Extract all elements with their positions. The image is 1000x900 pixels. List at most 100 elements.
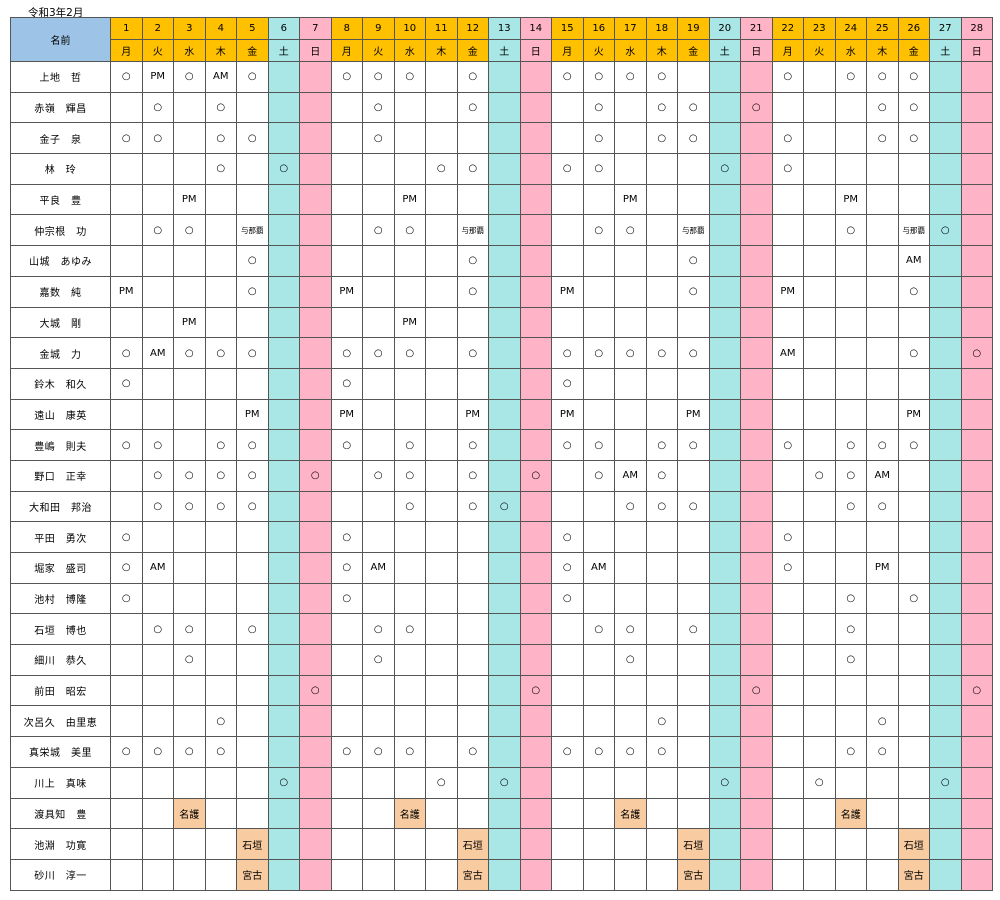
schedule-cell[interactable]: ○: [456, 429, 489, 461]
schedule-cell[interactable]: AM: [771, 337, 804, 369]
schedule-cell[interactable]: [929, 306, 962, 339]
schedule-cell[interactable]: ○: [866, 61, 899, 93]
schedule-cell[interactable]: [299, 214, 332, 247]
schedule-cell[interactable]: ○: [362, 613, 395, 646]
schedule-cell[interactable]: PM: [551, 398, 584, 431]
schedule-cell[interactable]: [110, 797, 143, 830]
schedule-cell[interactable]: [803, 398, 836, 431]
schedule-cell[interactable]: [330, 858, 363, 891]
schedule-cell[interactable]: [929, 613, 962, 646]
schedule-cell[interactable]: ○: [141, 214, 174, 247]
schedule-cell[interactable]: [866, 275, 899, 308]
schedule-cell[interactable]: [929, 552, 962, 584]
schedule-cell[interactable]: [803, 613, 836, 646]
schedule-cell[interactable]: 名護: [393, 797, 426, 830]
schedule-cell[interactable]: [866, 337, 899, 369]
schedule-cell[interactable]: ○: [677, 91, 710, 124]
schedule-cell[interactable]: [362, 490, 395, 523]
schedule-cell[interactable]: [519, 183, 552, 216]
schedule-cell[interactable]: [425, 183, 458, 216]
schedule-cell[interactable]: [645, 828, 678, 860]
schedule-cell[interactable]: [866, 858, 899, 891]
schedule-cell[interactable]: [299, 398, 332, 431]
schedule-cell[interactable]: [803, 275, 836, 308]
schedule-cell[interactable]: AM: [866, 459, 899, 492]
schedule-cell[interactable]: [897, 613, 930, 646]
schedule-cell[interactable]: [488, 91, 521, 124]
schedule-cell[interactable]: [897, 644, 930, 676]
schedule-cell[interactable]: ○: [236, 429, 269, 461]
schedule-cell[interactable]: [110, 245, 143, 277]
schedule-cell[interactable]: [110, 674, 143, 707]
schedule-cell[interactable]: [677, 61, 710, 93]
schedule-cell[interactable]: [866, 613, 899, 646]
schedule-cell[interactable]: [519, 858, 552, 891]
schedule-cell[interactable]: [488, 644, 521, 676]
schedule-cell[interactable]: AM: [141, 337, 174, 369]
schedule-cell[interactable]: [173, 245, 206, 277]
schedule-cell[interactable]: ○: [110, 122, 143, 155]
schedule-cell[interactable]: ○: [425, 766, 458, 799]
schedule-cell[interactable]: 名護: [834, 797, 867, 830]
schedule-cell[interactable]: AM: [614, 459, 647, 492]
schedule-cell[interactable]: [173, 153, 206, 185]
schedule-cell[interactable]: [677, 736, 710, 768]
schedule-cell[interactable]: [677, 459, 710, 492]
schedule-cell[interactable]: [929, 705, 962, 738]
schedule-cell[interactable]: ○: [456, 275, 489, 308]
schedule-cell[interactable]: ○: [456, 91, 489, 124]
schedule-cell[interactable]: ○: [362, 736, 395, 768]
schedule-cell[interactable]: ○: [110, 736, 143, 768]
schedule-cell[interactable]: [519, 582, 552, 615]
schedule-cell[interactable]: ○: [677, 337, 710, 369]
schedule-cell[interactable]: [141, 521, 174, 553]
schedule-cell[interactable]: 名護: [614, 797, 647, 830]
schedule-cell[interactable]: [740, 644, 773, 676]
schedule-cell[interactable]: [519, 337, 552, 369]
schedule-cell[interactable]: [740, 306, 773, 339]
schedule-cell[interactable]: ○: [456, 736, 489, 768]
schedule-cell[interactable]: ○: [740, 91, 773, 124]
schedule-cell[interactable]: [551, 183, 584, 216]
schedule-cell[interactable]: ○: [803, 459, 836, 492]
schedule-cell[interactable]: [425, 337, 458, 369]
schedule-cell[interactable]: [299, 552, 332, 584]
schedule-cell[interactable]: [299, 828, 332, 860]
schedule-cell[interactable]: [677, 705, 710, 738]
schedule-cell[interactable]: ○: [677, 613, 710, 646]
schedule-cell[interactable]: ○: [393, 613, 426, 646]
schedule-cell[interactable]: [866, 828, 899, 860]
schedule-cell[interactable]: 与那覇: [677, 214, 710, 247]
schedule-cell[interactable]: [677, 521, 710, 553]
schedule-cell[interactable]: [582, 705, 615, 738]
schedule-cell[interactable]: [330, 459, 363, 492]
schedule-cell[interactable]: [204, 797, 237, 830]
schedule-cell[interactable]: [614, 245, 647, 277]
schedule-cell[interactable]: [299, 275, 332, 308]
schedule-cell[interactable]: [929, 736, 962, 768]
schedule-cell[interactable]: [960, 705, 993, 738]
schedule-cell[interactable]: [236, 582, 269, 615]
schedule-cell[interactable]: PM: [834, 183, 867, 216]
schedule-cell[interactable]: ○: [456, 490, 489, 523]
schedule-cell[interactable]: ○: [330, 61, 363, 93]
schedule-cell[interactable]: [960, 214, 993, 247]
schedule-cell[interactable]: [960, 275, 993, 308]
schedule-cell[interactable]: [362, 275, 395, 308]
schedule-cell[interactable]: [519, 214, 552, 247]
schedule-cell[interactable]: [677, 797, 710, 830]
schedule-cell[interactable]: [582, 797, 615, 830]
schedule-cell[interactable]: ○: [834, 613, 867, 646]
schedule-cell[interactable]: [267, 613, 300, 646]
schedule-cell[interactable]: [488, 521, 521, 553]
schedule-cell[interactable]: [204, 275, 237, 308]
schedule-cell[interactable]: [110, 398, 143, 431]
schedule-cell[interactable]: [488, 552, 521, 584]
schedule-cell[interactable]: ○: [771, 429, 804, 461]
schedule-cell[interactable]: PM: [173, 306, 206, 339]
schedule-cell[interactable]: [236, 552, 269, 584]
schedule-cell[interactable]: [488, 398, 521, 431]
schedule-cell[interactable]: [677, 552, 710, 584]
schedule-cell[interactable]: ○: [236, 337, 269, 369]
schedule-cell[interactable]: [236, 91, 269, 124]
